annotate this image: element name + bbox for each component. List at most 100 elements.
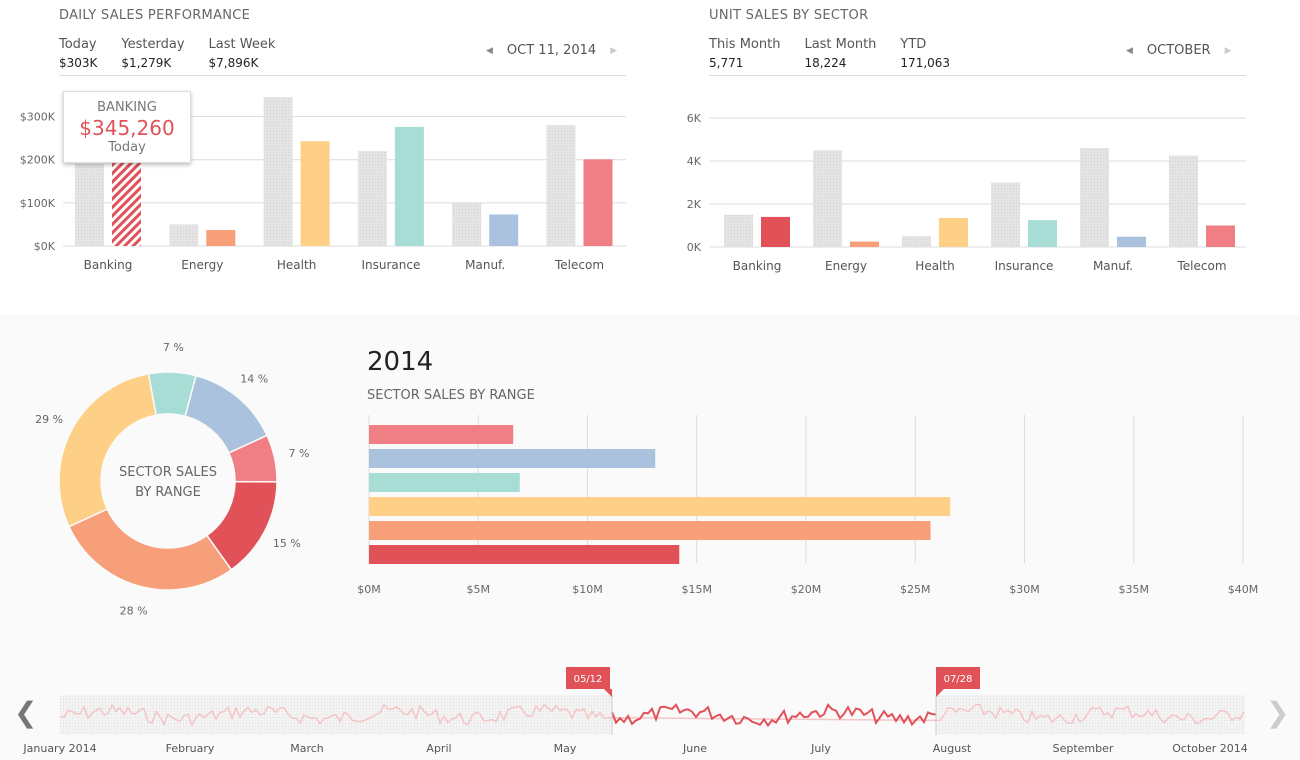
unit-summary-ytd: YTD 171,063 <box>900 36 950 72</box>
range-year: 2014 <box>367 347 434 377</box>
timeline-start-label: 05/12 <box>574 674 603 685</box>
range-bar-insurance[interactable] <box>369 473 520 492</box>
timeline-start-handle[interactable]: 05/12 <box>566 667 612 697</box>
bar-health-previous[interactable] <box>902 236 931 247</box>
y-tick-label: $200K <box>20 154 56 167</box>
unit-period-label: OCTOBER <box>1146 43 1211 58</box>
x-tick-label: Telecom <box>554 258 604 272</box>
unit-divider <box>709 75 1246 76</box>
tooltip-label: Today <box>108 140 146 155</box>
x-tick-label: Energy <box>825 259 867 273</box>
bar-manuf-current[interactable] <box>489 214 519 246</box>
range-bar-manuf[interactable] <box>369 449 656 468</box>
timeline-month-label: May <box>554 742 577 755</box>
unit-sales-chart: 0K 2K 4K 6K Banking Energy Health Insurance Manu… <box>687 112 1246 273</box>
range-title: SECTOR SALES BY RANGE <box>367 388 535 403</box>
donut-label: 15 % <box>273 537 301 550</box>
unit-sales-title: UNIT SALES BY SECTOR <box>709 8 869 23</box>
timeline-line-faded <box>59 703 1245 728</box>
caret-left-icon[interactable]: ◀ <box>1126 45 1133 56</box>
bar-manuf-previous[interactable] <box>452 202 482 246</box>
daily-summary-today: Today $303K <box>59 36 97 72</box>
x-tick-label: $20M <box>791 583 822 596</box>
x-tick-label: Insurance <box>361 258 420 272</box>
bar-insurance-current[interactable] <box>394 126 424 246</box>
timeline-next-button[interactable]: ❯ <box>1266 696 1290 729</box>
banking-tooltip: BANKING $345,260 Today <box>63 91 191 163</box>
y-tick-label: 2K <box>687 198 702 211</box>
timeline-month-label: January 2014 <box>22 742 96 755</box>
bar-energy-current[interactable] <box>850 241 879 247</box>
bar-health-current[interactable] <box>939 217 968 247</box>
y-tick-label: 4K <box>687 155 702 168</box>
timeline-month-label: February <box>166 742 215 755</box>
timeline-month-label: August <box>933 742 972 755</box>
bar-manuf-current[interactable] <box>1117 236 1146 247</box>
bar-manuf-previous[interactable] <box>1080 148 1109 247</box>
bar-energy-previous[interactable] <box>813 150 842 247</box>
timeline-month-label: March <box>290 742 324 755</box>
bar-telecom-previous[interactable] <box>546 125 576 246</box>
bar-energy-current[interactable] <box>206 230 236 246</box>
caret-right-icon[interactable]: ▶ <box>610 45 618 56</box>
range-bar-banking[interactable] <box>369 545 680 564</box>
unit-summary-last-month: Last Month 18,224 <box>804 36 876 72</box>
x-tick-label: $15M <box>682 583 713 596</box>
bar-banking-current[interactable] <box>761 216 790 247</box>
tooltip-category: BANKING <box>97 100 157 115</box>
range-bar-health[interactable] <box>369 497 951 516</box>
range-bar-energy[interactable] <box>369 521 931 540</box>
timeline-end-handle[interactable]: 07/28 <box>936 667 980 697</box>
tooltip-value: $345,260 <box>79 116 175 140</box>
x-tick-label: $10M <box>572 583 603 596</box>
daily-sales-title: DAILY SALES PERFORMANCE <box>59 8 251 23</box>
summary-value: 171,063 <box>900 56 951 70</box>
x-tick-label: Energy <box>181 258 223 272</box>
x-tick-label: $40M <box>1228 583 1259 596</box>
summary-value: 5,771 <box>709 56 744 70</box>
bar-banking-previous[interactable] <box>75 164 104 246</box>
x-tick-label: Health <box>277 258 316 272</box>
y-tick-label: $300K <box>20 111 56 124</box>
summary-value: $7,896K <box>208 56 259 70</box>
x-tick-label: $0M <box>357 583 381 596</box>
bar-insurance-previous[interactable] <box>357 151 387 246</box>
daily-sales-chart: $0K $100K $200K $300K Banking Energy Health Ins… <box>20 97 626 272</box>
unit-period-nav: ◀ OCTOBER ▶ <box>1120 43 1238 58</box>
x-tick-label: $30M <box>1009 583 1040 596</box>
summary-value: $303K <box>59 56 98 70</box>
range-bar-telecom[interactable] <box>369 425 514 444</box>
donut-center-line1: SECTOR SALES <box>119 465 217 480</box>
unit-summary-this-month: This Month 5,771 <box>709 36 780 72</box>
timeline-month-label: July <box>810 742 831 755</box>
bar-health-previous[interactable] <box>263 97 293 247</box>
daily-summary: Today $303K Yesterday $1,279K Last Week … <box>59 36 299 72</box>
timeline-end-label: 07/28 <box>944 674 973 685</box>
x-tick-label: Banking <box>84 258 133 272</box>
donut-slice-health[interactable] <box>58 372 157 528</box>
daily-summary-last-week: Last Week $7,896K <box>209 36 276 72</box>
timeline-prev-button[interactable]: ❮ <box>14 696 38 729</box>
bar-energy-previous[interactable] <box>169 224 199 246</box>
x-tick-label: Health <box>915 259 954 273</box>
bar-telecom-previous[interactable] <box>1169 155 1198 247</box>
timeline-range-selector[interactable]: 05/12 07/28 January 2014 February March Apr… <box>0 660 1300 760</box>
timeline-month-label: June <box>682 742 707 755</box>
caret-right-icon[interactable]: ▶ <box>1224 45 1232 56</box>
summary-label: This Month <box>709 37 781 52</box>
y-tick-label: $100K <box>20 197 56 210</box>
summary-value: $1,279K <box>121 56 172 70</box>
timeline-month-label: April <box>426 742 451 755</box>
bar-telecom-current[interactable] <box>1206 225 1235 248</box>
bar-insurance-previous[interactable] <box>991 182 1020 248</box>
bar-health-current[interactable] <box>300 141 330 246</box>
bar-telecom-current[interactable] <box>583 159 613 246</box>
x-tick-label: Insurance <box>995 259 1054 273</box>
donut-center-line2: BY RANGE <box>135 485 201 500</box>
caret-left-icon[interactable]: ◀ <box>486 45 493 56</box>
donut-slice-energy[interactable] <box>67 508 233 591</box>
daily-divider <box>59 75 626 76</box>
bar-banking-previous[interactable] <box>724 214 753 247</box>
summary-label: YTD <box>900 37 927 52</box>
bar-insurance-current[interactable] <box>1028 220 1057 247</box>
